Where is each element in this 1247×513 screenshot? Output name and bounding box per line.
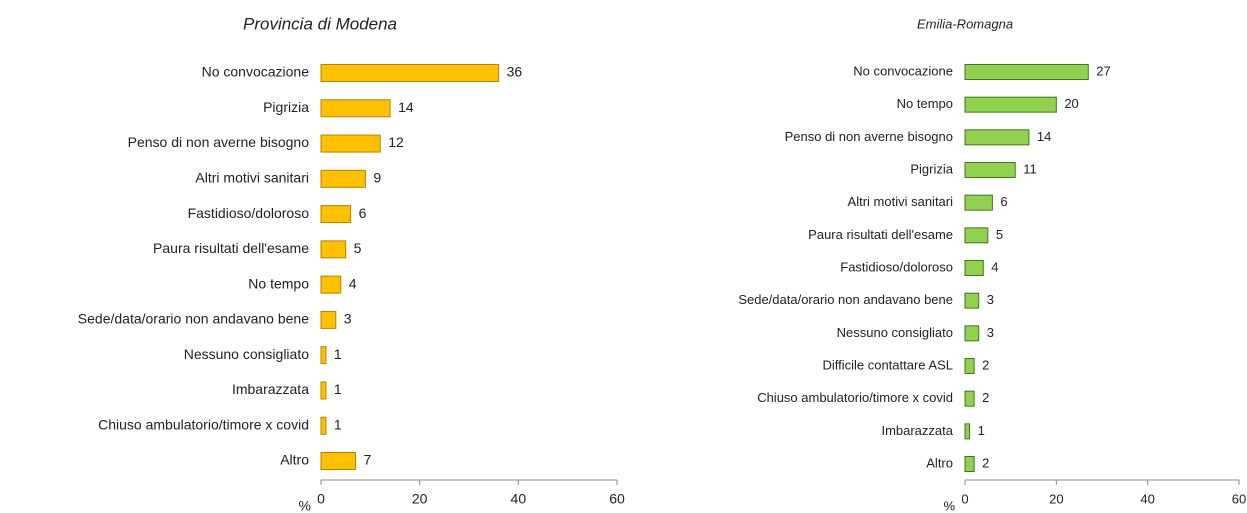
value-label: 5 — [354, 240, 362, 256]
category-label: Nessuno consigliato — [837, 325, 953, 340]
value-label: 1 — [334, 346, 342, 362]
bar — [964, 423, 971, 440]
category-label: Sede/data/orario non andavano bene — [78, 311, 309, 327]
bar — [320, 240, 347, 259]
category-label: Paura risultati dell'esame — [808, 227, 953, 242]
bar — [320, 169, 366, 188]
value-label: 4 — [349, 275, 357, 291]
category-label: No convocazione — [202, 64, 310, 80]
category-label: Difficile contattare ASL — [822, 357, 953, 372]
category-label: Penso di non averne bisogno — [128, 134, 310, 150]
category-label: Altro — [280, 452, 309, 468]
bar — [964, 456, 975, 472]
bar — [320, 275, 342, 294]
bar — [320, 346, 327, 365]
category-label: Pigrizia — [910, 161, 953, 176]
x-tick-label: 0 — [317, 491, 325, 507]
category-label: Nessuno consigliato — [184, 346, 310, 362]
x-axis-label: % — [299, 498, 311, 513]
value-label: 12 — [388, 134, 404, 150]
category-label: Fastidioso/doloroso — [188, 205, 310, 221]
bar — [964, 194, 993, 211]
bar — [964, 96, 1057, 113]
value-label: 3 — [987, 325, 994, 340]
value-label: 2 — [982, 455, 989, 470]
value-label: 36 — [507, 64, 523, 80]
category-label: Pigrizia — [263, 99, 309, 115]
bar — [964, 292, 980, 309]
value-label: 14 — [398, 99, 414, 115]
category-label: No tempo — [897, 96, 953, 111]
bar — [964, 129, 1030, 146]
value-label: 2 — [982, 357, 989, 372]
x-tick-label: 60 — [609, 491, 625, 507]
category-label: No tempo — [248, 275, 309, 291]
category-label: Altri motivi sanitari — [848, 194, 954, 209]
category-label: Chiuso ambulatorio/timore x covid — [757, 390, 953, 405]
category-label: Altro — [926, 455, 953, 470]
x-tick-label: 20 — [412, 491, 428, 507]
bar — [320, 205, 352, 224]
value-label: 1 — [978, 423, 985, 438]
value-label: 2 — [982, 390, 989, 405]
category-label: Altri motivi sanitari — [195, 170, 309, 186]
value-label: 3 — [344, 311, 352, 327]
value-label: 6 — [1000, 194, 1007, 209]
x-tick-label: 20 — [1049, 491, 1063, 506]
bar — [320, 452, 357, 470]
value-label: 1 — [334, 381, 342, 397]
chart: Provincia di Modena 0 20 40 60% No convocazio… — [78, 14, 625, 513]
category-label: Chiuso ambulatorio/timore x covid — [98, 416, 309, 432]
value-label: 4 — [991, 259, 998, 274]
category-label: Paura risultati dell'esame — [153, 240, 309, 256]
bar — [320, 99, 391, 118]
chart: Emilia-Romagna 0 20 40 60% No convocazione 27 N… — [738, 16, 1246, 513]
category-label: Imbarazzata — [232, 381, 309, 397]
x-tick-label: 40 — [1140, 491, 1154, 506]
bar — [320, 64, 500, 82]
value-label: 7 — [364, 452, 372, 468]
value-label: 5 — [996, 227, 1003, 242]
bar — [320, 416, 327, 435]
value-label: 27 — [1096, 63, 1110, 78]
bar — [964, 358, 975, 374]
x-tick-label: 40 — [511, 491, 527, 507]
bar — [964, 64, 1089, 80]
bar — [964, 260, 984, 276]
value-label: 14 — [1037, 129, 1051, 144]
chart-title: Emilia-Romagna — [917, 16, 1013, 31]
value-label: 3 — [987, 292, 994, 307]
bar — [320, 310, 337, 329]
value-label: 1 — [334, 416, 342, 432]
category-label: Fastidioso/doloroso — [840, 259, 953, 274]
bar — [320, 134, 381, 153]
value-label: 9 — [373, 170, 381, 186]
value-label: 20 — [1064, 96, 1078, 111]
bar — [964, 162, 1016, 178]
category-label: Penso di non averne bisogno — [785, 129, 953, 144]
value-label: 6 — [359, 205, 367, 221]
category-label: Imbarazzata — [881, 423, 953, 438]
bar — [964, 325, 980, 342]
category-label: Sede/data/orario non andavano bene — [738, 292, 953, 307]
chart-title: Provincia di Modena — [243, 14, 397, 33]
bar — [964, 390, 975, 407]
value-label: 11 — [1023, 161, 1037, 176]
x-axis-label: % — [943, 498, 955, 513]
bar — [320, 381, 327, 400]
category-label: No convocazione — [853, 63, 953, 78]
bar — [964, 227, 989, 244]
x-tick-label: 0 — [961, 491, 968, 506]
x-tick-label: 60 — [1232, 491, 1246, 506]
